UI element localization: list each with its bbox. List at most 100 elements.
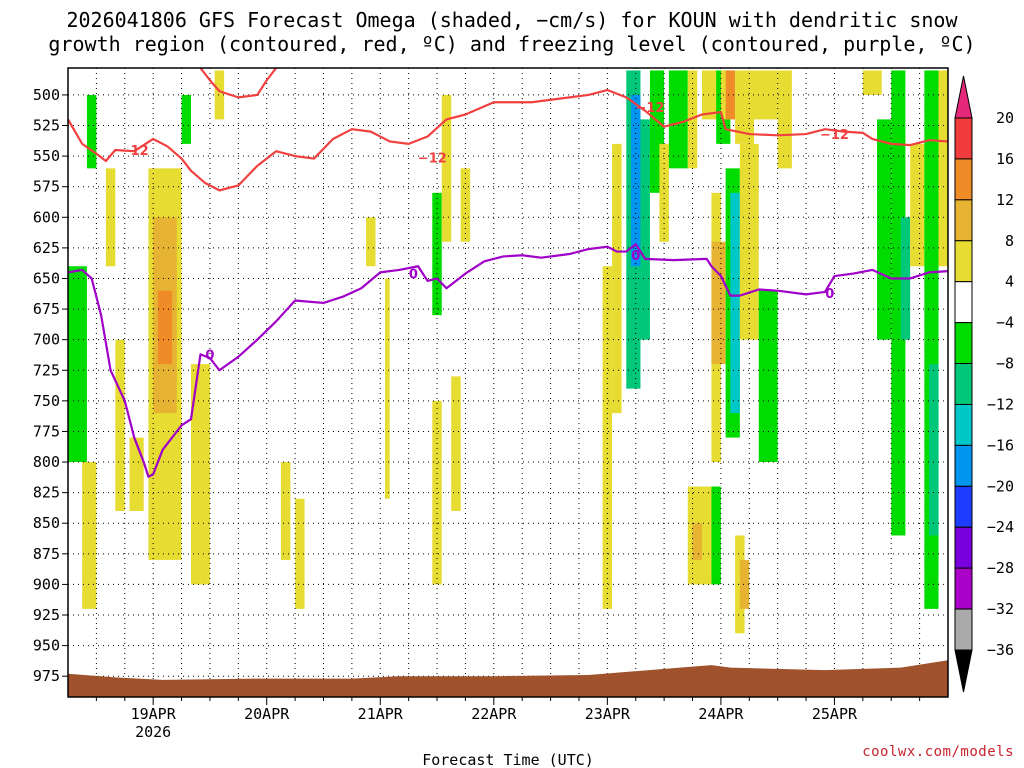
omega-cell-17 xyxy=(432,400,442,585)
omega-cell-1 xyxy=(86,94,97,169)
colorbar-bin-5 xyxy=(954,322,973,365)
x-tick-sublabel: 2026 xyxy=(135,723,171,741)
colorbar-bin-1 xyxy=(954,158,973,201)
colorbar-bin-9 xyxy=(954,485,973,528)
y-tick-label-675: 675 xyxy=(33,300,60,318)
omega-cell-45 xyxy=(739,559,750,609)
colorbar-bin-0 xyxy=(954,117,973,160)
omega-cell-20 xyxy=(460,168,471,242)
omega-cell-9 xyxy=(181,94,192,144)
colorbar-label-4: 4 xyxy=(1005,273,1014,291)
y-tick-label-600: 600 xyxy=(33,208,60,226)
contour-label-minus12-2: −12 xyxy=(635,101,664,116)
y-tick-label-800: 800 xyxy=(33,453,60,471)
omega-cell-54 xyxy=(929,364,939,536)
colorbar-arrow-top xyxy=(954,75,973,119)
omega-cell-13 xyxy=(295,498,305,609)
x-tick-label-23APR: 23APR xyxy=(585,705,631,723)
y-tick-label-825: 825 xyxy=(33,484,60,502)
omega-cell-2 xyxy=(82,462,97,609)
y-tick-label-750: 750 xyxy=(33,392,60,410)
contour-label-minus12-3: −12 xyxy=(820,128,849,143)
omega-cell-5 xyxy=(129,437,144,511)
omega-cell-16 xyxy=(432,192,442,316)
omega-cell-32 xyxy=(692,523,702,560)
title-line-2: growth region (contoured, red, ºC) and f… xyxy=(48,32,976,56)
omega-cell-48 xyxy=(862,70,882,95)
omega-cell-50 xyxy=(891,70,906,536)
y-tick-label-575: 575 xyxy=(33,178,60,196)
omega-cell-24 xyxy=(631,94,641,267)
contour-label-freezing-7: 0 xyxy=(825,287,834,302)
omega-cell-11 xyxy=(214,70,225,120)
y-tick-label-925: 925 xyxy=(33,606,60,624)
omega-cell-27 xyxy=(659,143,669,242)
x-axis-label: Forecast Time (UTC) xyxy=(422,751,594,768)
colorbar-label-3: 8 xyxy=(1005,232,1014,250)
omega-cell-29 xyxy=(687,70,698,169)
x-tick-label-25APR: 25APR xyxy=(812,705,858,723)
omega-cell-21 xyxy=(602,266,613,609)
grid xyxy=(68,68,948,697)
colorbar-label-6: −8 xyxy=(996,355,1014,373)
omega-cell-19 xyxy=(451,376,461,511)
contour-label-minus12-0: −12 xyxy=(120,144,149,159)
y-tick-label-500: 500 xyxy=(33,86,60,104)
y-tick-label-875: 875 xyxy=(33,545,60,563)
colorbar-arrow-bottom xyxy=(954,649,973,693)
colorbar-label-0: 20 xyxy=(996,109,1014,127)
colorbar-bin-8 xyxy=(954,444,973,487)
plot-frame xyxy=(67,67,949,698)
colorbar-label-7: −12 xyxy=(987,395,1014,413)
x-tick-label-21APR: 21APR xyxy=(358,705,404,723)
colorbar-label-8: −16 xyxy=(987,436,1014,454)
colorbar-bin-7 xyxy=(954,403,973,446)
watermark: coolwx.com/models xyxy=(862,744,1014,760)
omega-cell-55 xyxy=(938,70,948,267)
colorbar-label-10: −24 xyxy=(987,518,1014,536)
terrain-surface xyxy=(68,660,948,697)
contour-minus12-upper xyxy=(199,68,278,99)
y-tick-label-700: 700 xyxy=(33,331,60,349)
y-tick-label-650: 650 xyxy=(33,269,60,287)
contour-lines: −12 −12 −12 −12 0 0 0 0 xyxy=(68,68,948,478)
omega-cell-46 xyxy=(758,290,778,463)
omega-cell-10 xyxy=(191,364,210,585)
omega-cell-14 xyxy=(366,217,376,267)
colorbar-label-1: 16 xyxy=(996,150,1014,168)
colorbar-label-12: −32 xyxy=(987,600,1014,618)
omega-cell-35 xyxy=(711,486,721,585)
y-tick-label-625: 625 xyxy=(33,239,60,257)
y-tick-label-775: 775 xyxy=(33,422,60,440)
omega-cell-39 xyxy=(730,192,740,414)
contour-freezing xyxy=(68,243,948,478)
colorbar-label-11: −28 xyxy=(987,559,1014,577)
y-tick-label-725: 725 xyxy=(33,361,60,379)
colorbar-label-5: −4 xyxy=(996,314,1014,332)
colorbar-bin-4 xyxy=(954,281,973,324)
x-tick-label-22APR: 22APR xyxy=(471,705,517,723)
colorbar-bin-11 xyxy=(954,567,973,610)
colorbar-label-9: −20 xyxy=(987,477,1014,495)
title-line-1: 2026041806 GFS Forecast Omega (shaded, −… xyxy=(66,8,958,32)
contour-label-freezing-5: 0 xyxy=(409,268,418,283)
omega-cell-40 xyxy=(725,70,736,120)
colorbar-label-13: −36 xyxy=(987,641,1014,659)
colorbar-bin-12 xyxy=(954,608,973,651)
colorbar-label-2: 12 xyxy=(996,191,1014,209)
y-tick-label-950: 950 xyxy=(33,637,60,655)
y-axis: 500 525 550 575 600 625 650 675 700 725 750 775 800 8… xyxy=(33,86,68,685)
colorbar: 20 16 12 8 4 −4 −8 −12 −16 −20 −24 −28 −32 −36 xyxy=(954,75,1014,693)
omega-cell-47 xyxy=(777,70,792,169)
omega-cell-49 xyxy=(877,119,892,340)
omega-cell-28 xyxy=(668,70,688,169)
omega-cell-25 xyxy=(640,119,650,340)
y-tick-label-900: 900 xyxy=(33,575,60,593)
y-tick-label-550: 550 xyxy=(33,147,60,165)
terrain-fill xyxy=(68,660,948,697)
omega-shading xyxy=(68,70,948,634)
colorbar-bin-3 xyxy=(954,240,973,283)
omega-cell-22 xyxy=(612,143,622,414)
